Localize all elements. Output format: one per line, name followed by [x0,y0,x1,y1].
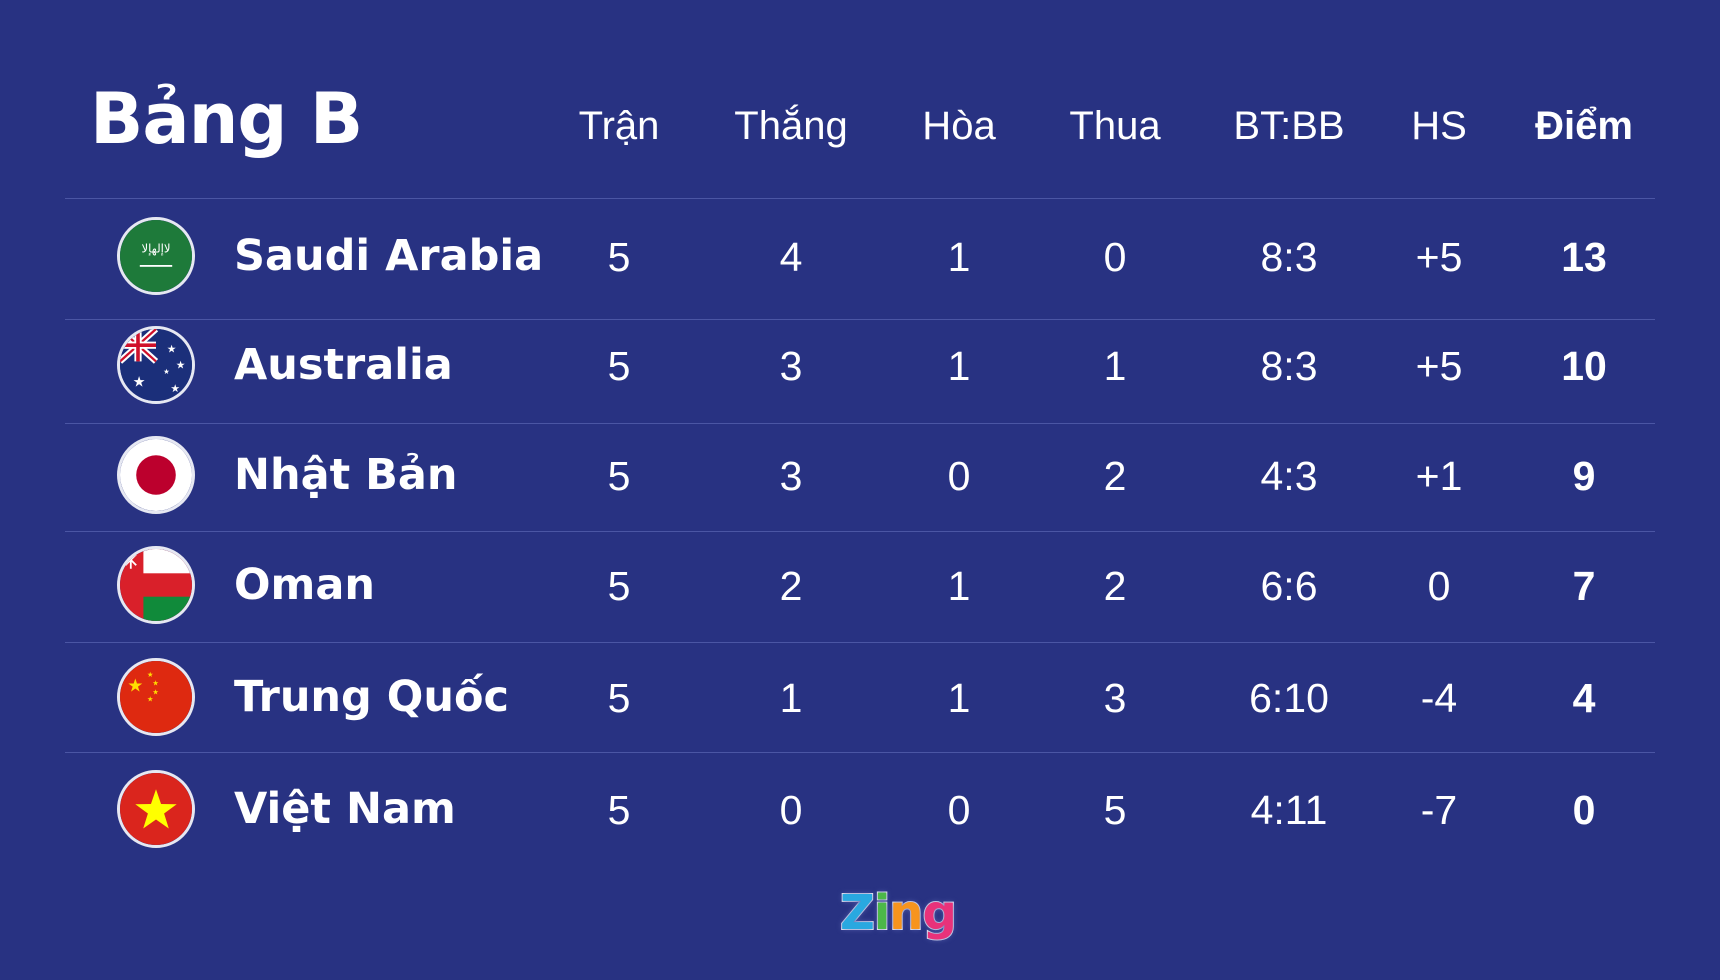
cell-0: 5 [607,234,631,280]
column-header: HS [1411,104,1467,148]
row-divider [65,198,1655,199]
table-row: Oman 5 2 1 2 6:6 0 7 [0,536,1720,636]
cell-4: 4:3 [1260,453,1318,499]
cell-1: 3 [779,343,803,389]
cell-0: 5 [607,343,631,389]
cell-3: 2 [1103,563,1127,609]
cell-0: 5 [607,453,631,499]
table-row: Việt Nam 5 0 0 5 4:11 -7 0 [0,760,1720,860]
cell-1: 0 [779,787,803,833]
cell-5: +5 [1415,343,1463,389]
svg-text:★: ★ [170,382,180,395]
logo-letter: g [921,884,957,942]
column-header: Thua [1069,104,1161,148]
column-header: Hòa [922,104,996,148]
saudi-arabia-flag-icon: ﻻإلهإلا [117,217,195,295]
svg-text:★: ★ [133,375,146,391]
cell-0: 5 [607,563,631,609]
column-header: Điểm [1535,104,1633,148]
logo-letter: n [888,884,924,942]
cell-4: 4:11 [1250,787,1328,833]
cell-3: 2 [1103,453,1127,499]
cell-4: 6:10 [1249,675,1329,721]
column-header: Thắng [734,104,848,148]
cell-6: 13 [1561,234,1607,280]
table-row: Nhật Bản 5 3 0 2 4:3 +1 9 [0,426,1720,526]
cell-0: 5 [607,675,631,721]
cell-4: 8:3 [1260,343,1318,389]
column-header: BT:BB [1233,104,1345,148]
svg-text:★: ★ [163,367,169,376]
cell-5: +5 [1415,234,1463,280]
cell-5: -4 [1420,675,1458,721]
cell-6: 4 [1572,675,1596,721]
cell-1: 3 [779,453,803,499]
japan-flag-icon [117,436,195,514]
cell-6: 7 [1572,563,1596,609]
row-divider [65,531,1655,532]
svg-text:★: ★ [167,342,177,355]
cell-3: 1 [1103,343,1127,389]
svg-text:ﻻإلهإلا: ﻻإلهإلا [141,241,170,255]
row-divider [65,319,1655,320]
logo-letter: Z [839,884,876,942]
cell-2: 1 [947,343,971,389]
cell-6: 10 [1561,343,1607,389]
cell-4: 8:3 [1260,234,1318,280]
row-divider [65,423,1655,424]
cell-1: 1 [779,675,803,721]
australia-flag-icon: ★ ★ ★ ★ ★ [117,326,195,404]
zing-logo: Zing [839,884,958,942]
svg-text:★: ★ [147,695,153,704]
cell-3: 3 [1103,675,1127,721]
oman-flag-icon [117,546,195,624]
cell-2: 1 [947,234,971,280]
cell-5: 0 [1427,563,1451,609]
row-divider [65,752,1655,753]
cell-5: +1 [1415,453,1463,499]
svg-text:★: ★ [152,678,158,687]
china-flag-icon: ★ ★ ★ ★ ★ [117,658,195,736]
cell-2: 0 [947,453,971,499]
row-divider [65,642,1655,643]
cell-6: 9 [1572,453,1596,499]
logo-letter: i [873,884,892,942]
svg-text:★: ★ [147,670,153,679]
vietnam-flag-icon [117,770,195,848]
cell-4: 6:6 [1260,563,1318,609]
cell-2: 0 [947,787,971,833]
table-row: ★ ★ ★ ★ ★ Trung Quốc 5 1 1 3 6:10 -4 4 [0,648,1720,748]
cell-3: 5 [1103,787,1127,833]
svg-text:★: ★ [176,359,186,372]
svg-text:★: ★ [127,676,143,697]
team-name: Saudi Arabia [234,231,544,281]
cell-3: 0 [1103,234,1127,280]
cell-6: 0 [1572,787,1596,833]
cell-5: -7 [1420,787,1458,833]
team-name: Oman [234,560,375,610]
team-name: Trung Quốc [234,672,509,722]
team-name: Việt Nam [234,784,456,834]
svg-text:★: ★ [152,687,158,696]
cell-2: 1 [947,563,971,609]
cell-1: 2 [779,563,803,609]
group-title: Bảng B [90,78,363,160]
table-row: ★ ★ ★ ★ ★ Australia 5 3 1 1 8:3 +5 10 [0,316,1720,416]
cell-0: 5 [607,787,631,833]
team-name: Australia [234,340,453,390]
column-header: Trận [578,104,660,148]
cell-1: 4 [779,234,803,280]
cell-2: 1 [947,675,971,721]
team-name: Nhật Bản [234,450,458,500]
table-row: ﻻإلهإلا Saudi Arabia 5 4 1 0 8:3 +5 13 [0,207,1720,307]
